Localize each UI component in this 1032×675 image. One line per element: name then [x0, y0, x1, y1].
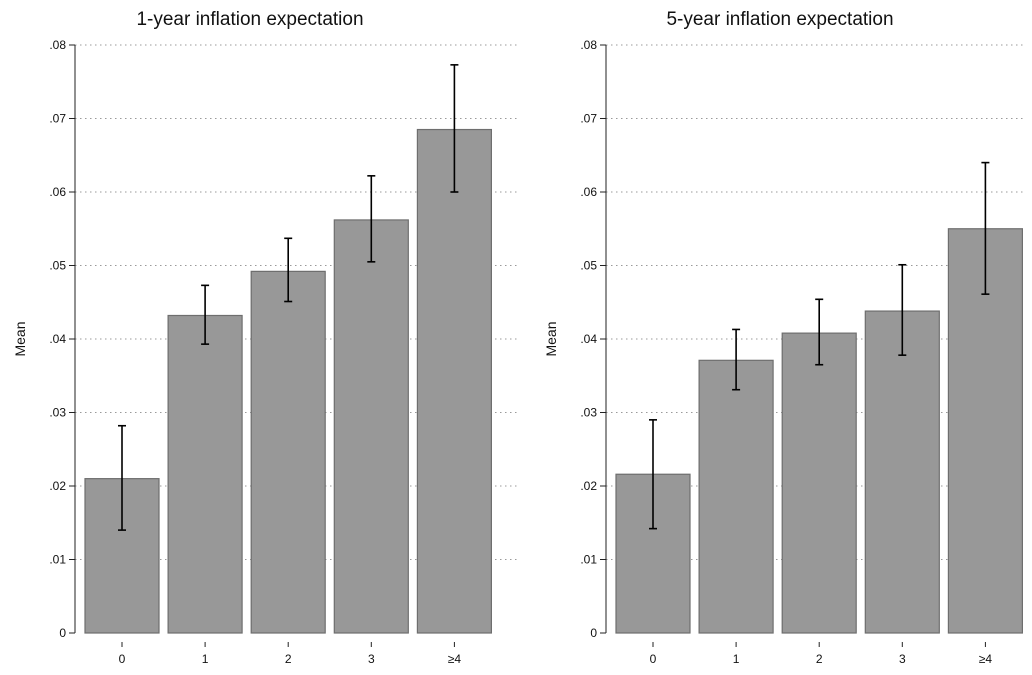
x-tick-label: 1: [202, 652, 209, 666]
y-tick-label: .06: [49, 185, 66, 199]
y-tick-label: .02: [49, 479, 66, 493]
chart-panel-1: 1-year inflation expectation 0 .01 .02 .03 .0…: [12, 9, 517, 666]
chart-title: 5-year inflation expectation: [666, 9, 893, 30]
y-tick-label: .06: [580, 185, 597, 199]
y-tick-label: 0: [590, 626, 597, 640]
x-tick-label: 2: [816, 652, 823, 666]
y-tick-label: .03: [49, 406, 66, 420]
y-tick-label: .02: [580, 479, 597, 493]
bar-3: [864, 310, 940, 634]
bar-1: [167, 314, 243, 634]
bar-2: [250, 270, 326, 634]
y-tick-label: .08: [49, 38, 66, 52]
x-tick-label: 0: [650, 652, 657, 666]
y-tick-label: .04: [580, 332, 597, 346]
y-tick-label: .03: [580, 406, 597, 420]
y-tick-label: .01: [49, 553, 66, 567]
y-tick-label: .04: [49, 332, 66, 346]
x-tick-label: 3: [899, 652, 906, 666]
y-tick-label: .08: [580, 38, 597, 52]
bar-1: [698, 359, 774, 634]
bar-2: [781, 332, 857, 634]
x-tick-label: 1: [733, 652, 740, 666]
y-tick-label: .05: [580, 259, 597, 273]
y-axis-label: Mean: [543, 321, 559, 356]
y-tick-label: 0: [59, 626, 66, 640]
y-tick-label: .05: [49, 259, 66, 273]
x-tick-label: 0: [119, 652, 126, 666]
x-tick-label: ≥4: [448, 652, 462, 666]
x-tick-label: 3: [368, 652, 375, 666]
bar-≥4: [416, 128, 492, 634]
y-tick-label: .07: [580, 112, 597, 126]
y-tick-label: .01: [580, 553, 597, 567]
chart-panel-2: 5-year inflation expectation 0 .01 .02 .03 .0…: [543, 9, 1024, 666]
y-tick-label: .07: [49, 112, 66, 126]
bar-3: [333, 219, 409, 634]
chart-title: 1-year inflation expectation: [136, 9, 363, 30]
x-tick-label: ≥4: [979, 652, 993, 666]
x-tick-label: 2: [285, 652, 292, 666]
y-axis-label: Mean: [12, 321, 28, 356]
